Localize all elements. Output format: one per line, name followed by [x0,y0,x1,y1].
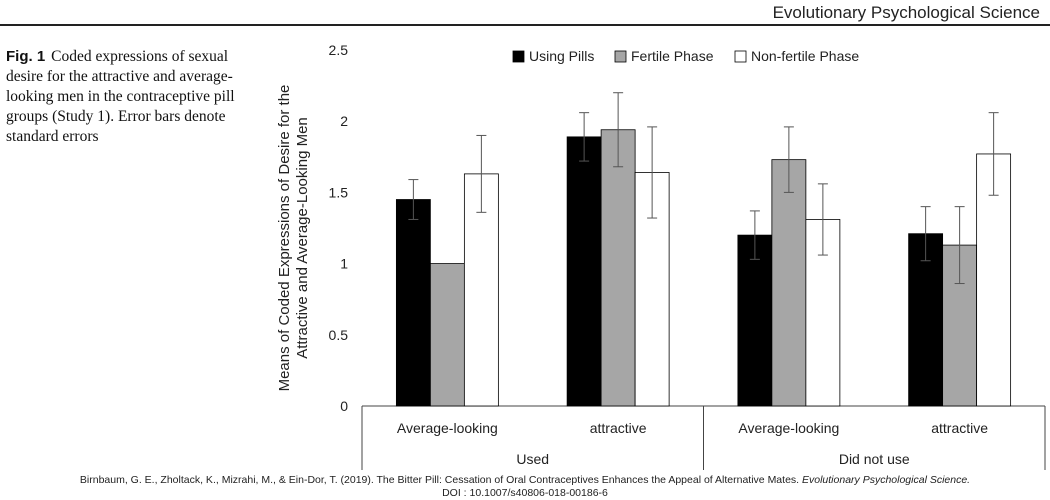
footer-citation: Birnbaum, G. E., Zholtack, K., Mizrahi, … [0,474,1050,486]
y-tick-label: 1.5 [329,184,349,200]
bar [737,234,773,407]
bar [908,233,944,407]
y-tick-label: 2.5 [329,42,349,58]
group-label: Did not use [839,451,910,467]
figure-label: Fig. 1 [6,48,46,65]
bar [771,159,807,407]
bar [429,263,465,407]
footer-doi: DOI : 10.1007/s40806-018-00186-6 [442,487,608,499]
x-tick-label: attractive [931,420,988,436]
figure-caption: Fig. 1 Coded expressions of sexual desire… [6,47,238,147]
legend-swatch [512,50,525,63]
citation-journal: Evolutionary Psychological Science. [802,474,971,486]
legend-swatch [614,50,627,63]
y-tick-label: 1 [340,256,348,272]
legend-label: Non-fertile Phase [751,48,859,64]
bar-chart: 0 0.5 1 1.5 2 2.5 Means of Coded Expressions o… [276,42,1046,470]
x-tick-label: Average-looking [738,420,839,436]
legend-swatch [734,50,747,63]
citation-text: Birnbaum, G. E., Zholtack, K., Mizrahi, … [79,474,800,486]
header-divider [0,24,1050,26]
x-tick-label: attractive [590,420,647,436]
y-axis-title-line-2: Attractive and Average-Looking Men [294,117,311,359]
y-axis-title-line-1: Means of Coded Expressions of Desire for… [276,85,293,392]
bar [566,136,602,407]
y-tick-label: 2 [340,113,348,129]
journal-header: Evolutionary Psychological Science [772,3,1040,22]
bar [600,129,636,407]
legend-label: Fertile Phase [631,48,714,64]
group-label: Used [516,451,549,467]
caption-text: Coded expressions of sexual desire for t… [6,48,235,145]
y-tick-label: 0.5 [329,327,349,343]
bar [395,199,431,407]
x-tick-label: Average-looking [397,420,498,436]
bar [976,153,1012,407]
legend-label: Using Pills [529,48,594,64]
y-tick-label: 0 [340,398,348,414]
